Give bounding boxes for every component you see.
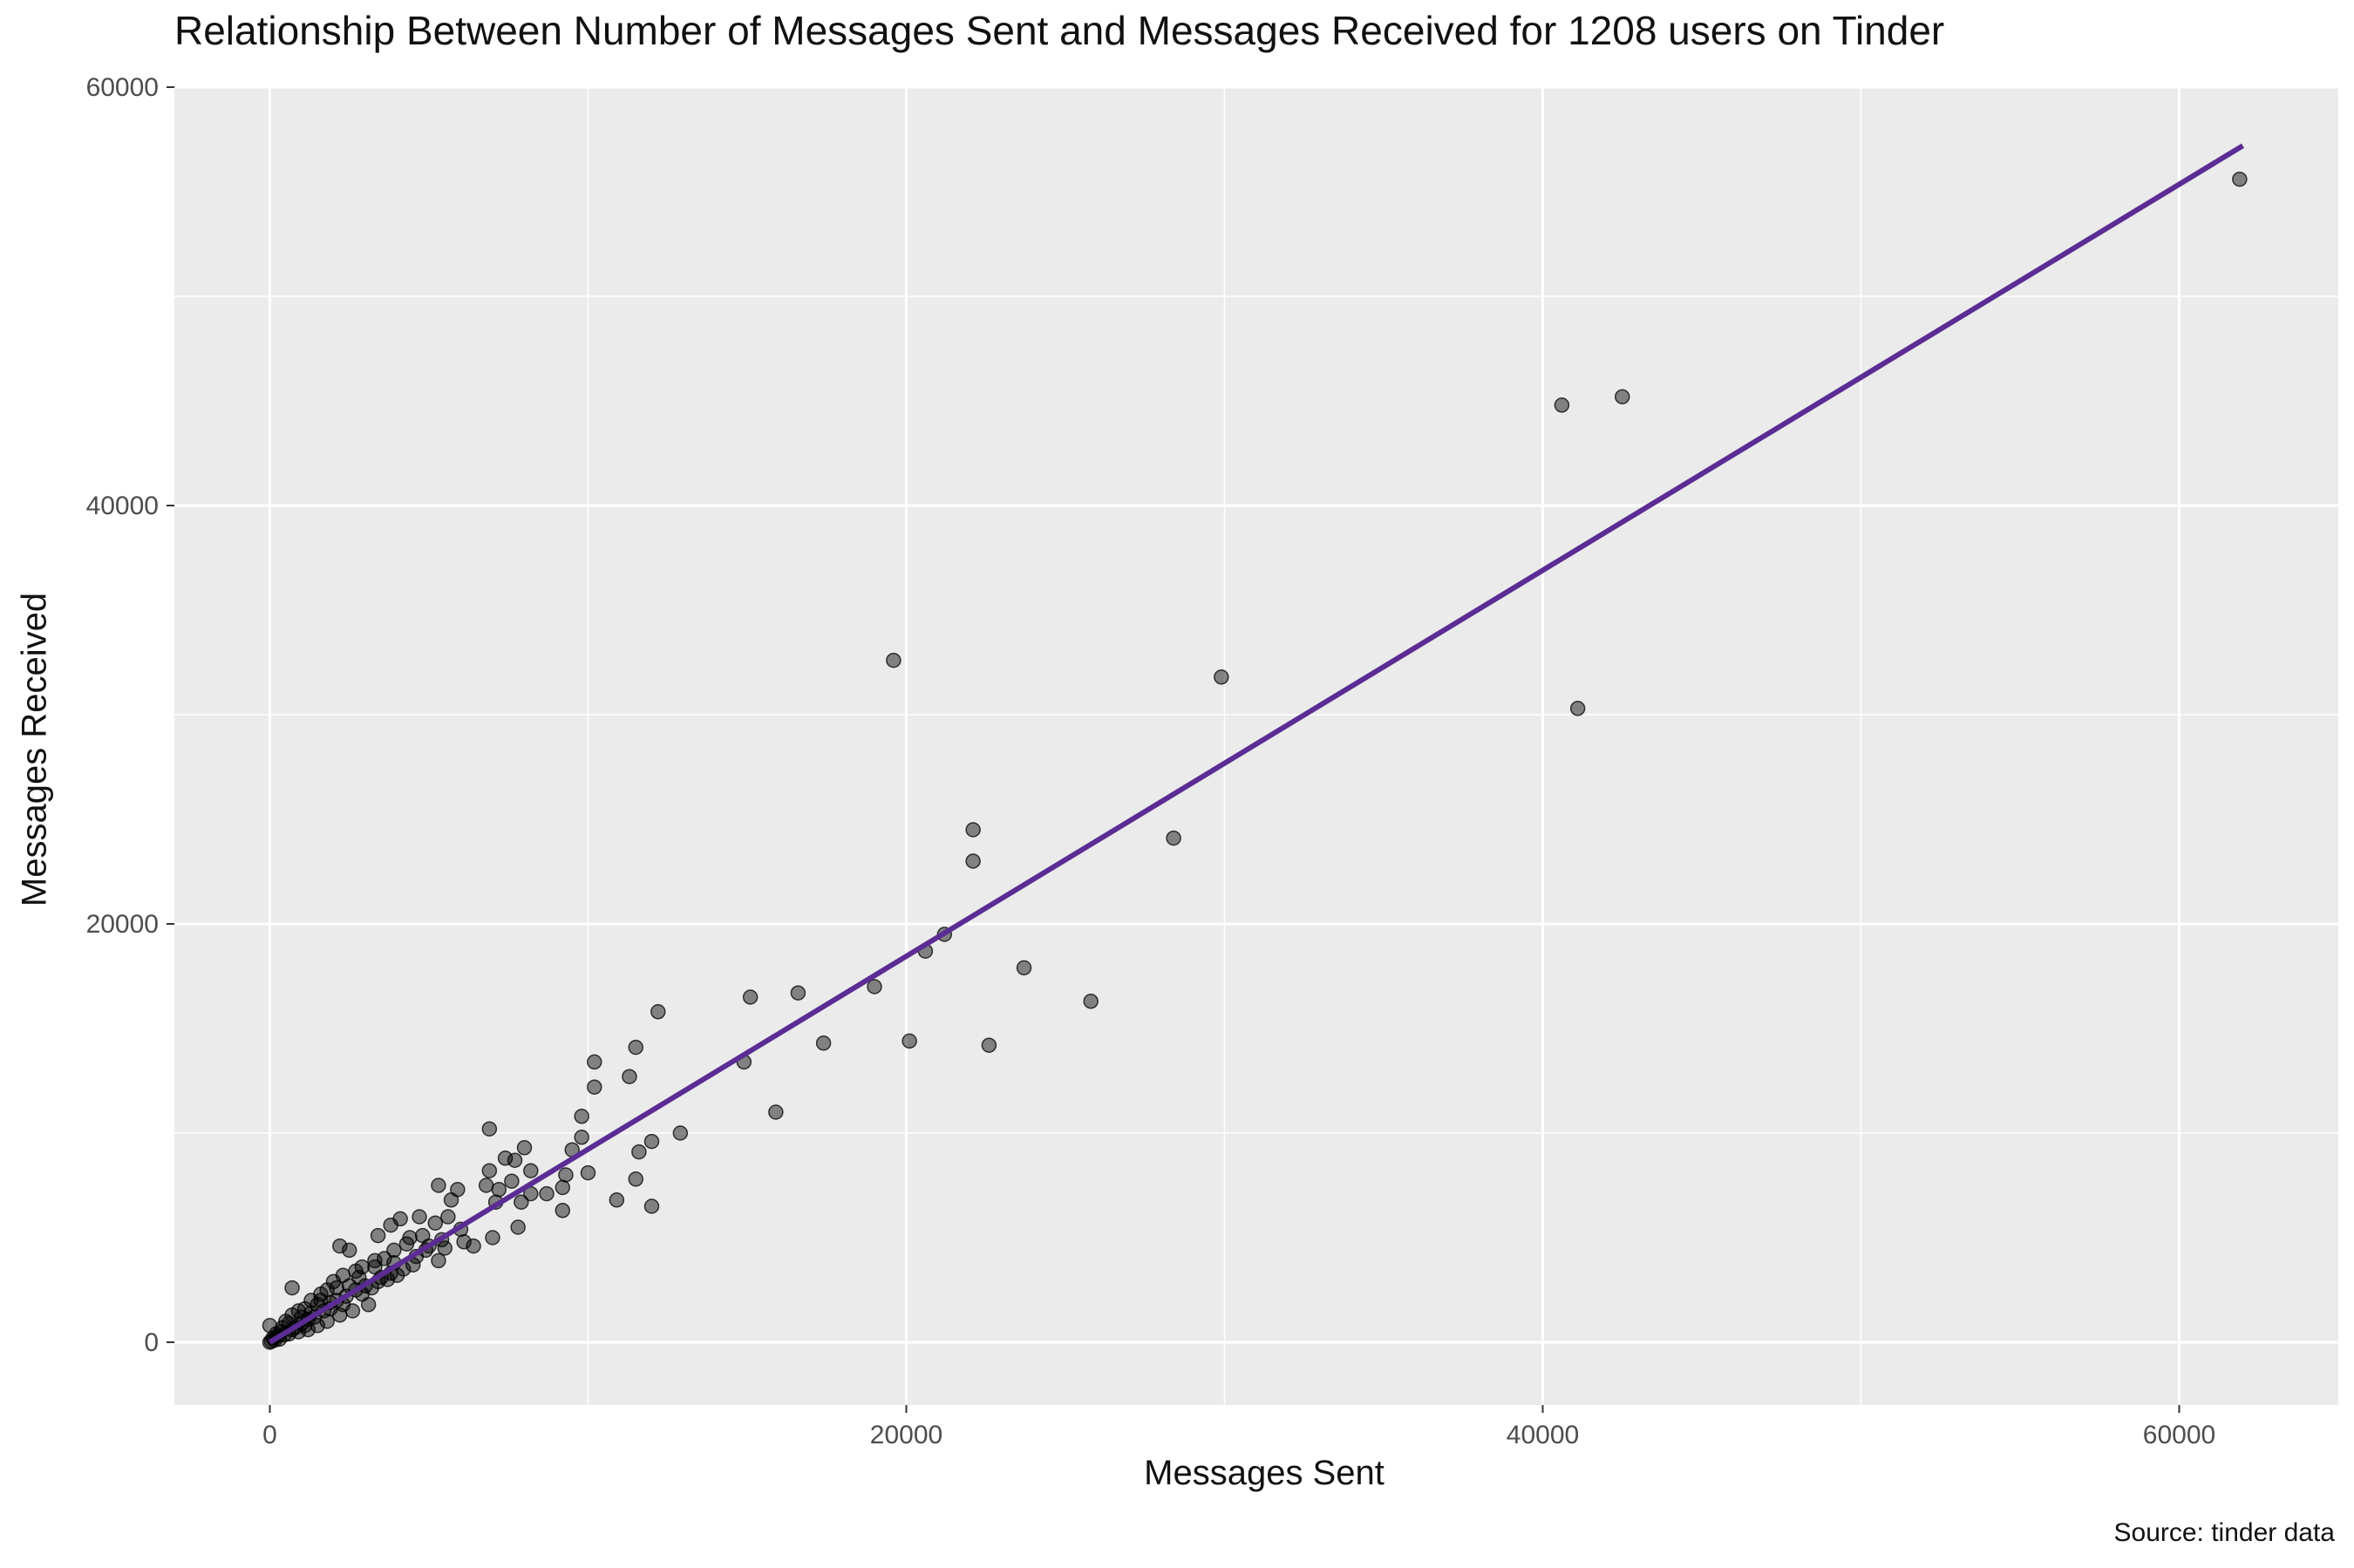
data-point xyxy=(768,1104,784,1120)
data-point xyxy=(1166,830,1181,846)
data-point xyxy=(481,1121,498,1137)
trend-line xyxy=(268,143,2245,1345)
data-point xyxy=(440,1209,456,1225)
data-point xyxy=(672,1125,689,1141)
x-tick-label: 20000 xyxy=(870,1421,942,1449)
data-point xyxy=(431,1252,446,1269)
data-point xyxy=(348,1263,364,1280)
data-point xyxy=(332,1238,348,1254)
chart-title: Relationship Between Number of Messages … xyxy=(174,8,1945,53)
data-point xyxy=(456,1234,472,1250)
data-point xyxy=(643,1133,660,1150)
data-point xyxy=(539,1185,554,1202)
data-point xyxy=(516,1140,533,1156)
x-axis-label: Messages Sent xyxy=(1144,1454,1385,1492)
data-point xyxy=(867,979,882,994)
data-point xyxy=(609,1192,625,1208)
data-point xyxy=(790,985,806,1001)
data-point xyxy=(466,1238,481,1254)
data-point xyxy=(886,652,901,669)
data-point xyxy=(485,1230,500,1246)
data-point xyxy=(437,1240,452,1256)
data-point xyxy=(478,1178,494,1193)
data-point xyxy=(431,1178,446,1193)
data-point xyxy=(507,1152,523,1168)
data-point xyxy=(523,1163,539,1178)
data-point xyxy=(329,1280,344,1296)
data-point xyxy=(1016,960,1032,976)
data-point xyxy=(628,1171,643,1187)
data-point xyxy=(1554,397,1570,413)
x-axis: 0 20000 40000 60000 xyxy=(262,1405,2215,1449)
source-caption: Source: tinder data xyxy=(2113,1518,2336,1547)
data-point xyxy=(481,1163,498,1178)
data-point xyxy=(313,1293,329,1308)
data-point xyxy=(497,1151,514,1166)
data-point xyxy=(628,1039,643,1056)
data-point xyxy=(650,1004,666,1020)
data-point xyxy=(643,1198,660,1214)
data-point xyxy=(1214,669,1229,685)
y-axis: 0 20000 40000 60000 xyxy=(86,73,174,1357)
data-point xyxy=(554,1203,571,1218)
data-point xyxy=(383,1217,398,1233)
data-point xyxy=(1569,701,1586,716)
data-point xyxy=(377,1251,392,1266)
data-point xyxy=(981,1037,997,1053)
data-point xyxy=(574,1130,589,1145)
data-point xyxy=(414,1227,431,1244)
x-tick-label: 0 xyxy=(262,1421,277,1449)
data-point xyxy=(558,1167,574,1183)
data-point xyxy=(367,1252,383,1269)
data-point xyxy=(342,1242,357,1259)
data-point xyxy=(574,1109,589,1124)
grid-major xyxy=(174,85,2338,1405)
grid-minor xyxy=(174,87,2338,1405)
data-point xyxy=(427,1215,444,1231)
x-tick-label: 40000 xyxy=(1507,1421,1579,1449)
data-point xyxy=(491,1182,507,1198)
data-point xyxy=(412,1209,427,1225)
data-point xyxy=(284,1280,300,1296)
y-axis-label: Messages Received xyxy=(15,592,54,907)
x-tick-label: 60000 xyxy=(2143,1421,2215,1449)
data-point xyxy=(514,1194,529,1210)
data-point xyxy=(386,1242,402,1259)
data-point xyxy=(443,1192,459,1208)
data-point xyxy=(1615,389,1630,404)
data-point xyxy=(631,1144,647,1160)
y-tick-label: 60000 xyxy=(86,73,159,102)
data-point xyxy=(815,1035,832,1051)
data-point xyxy=(1083,994,1099,1009)
data-point xyxy=(742,989,759,1005)
data-point xyxy=(587,1054,602,1070)
data-point xyxy=(554,1179,571,1196)
y-tick-label: 0 xyxy=(144,1328,159,1357)
data-point xyxy=(2232,171,2248,187)
y-tick-label: 40000 xyxy=(86,492,159,520)
data-point xyxy=(965,822,981,838)
data-point xyxy=(587,1079,602,1095)
data-point xyxy=(310,1318,325,1334)
data-point xyxy=(580,1164,596,1181)
data-point xyxy=(402,1230,418,1246)
data-point xyxy=(504,1173,520,1189)
data-point xyxy=(965,853,981,869)
data-point xyxy=(510,1219,526,1235)
y-tick-label: 20000 xyxy=(86,910,159,939)
trend-line-group xyxy=(268,143,2245,1345)
data-point xyxy=(370,1227,386,1244)
data-point xyxy=(622,1069,637,1084)
data-point xyxy=(901,1033,917,1049)
